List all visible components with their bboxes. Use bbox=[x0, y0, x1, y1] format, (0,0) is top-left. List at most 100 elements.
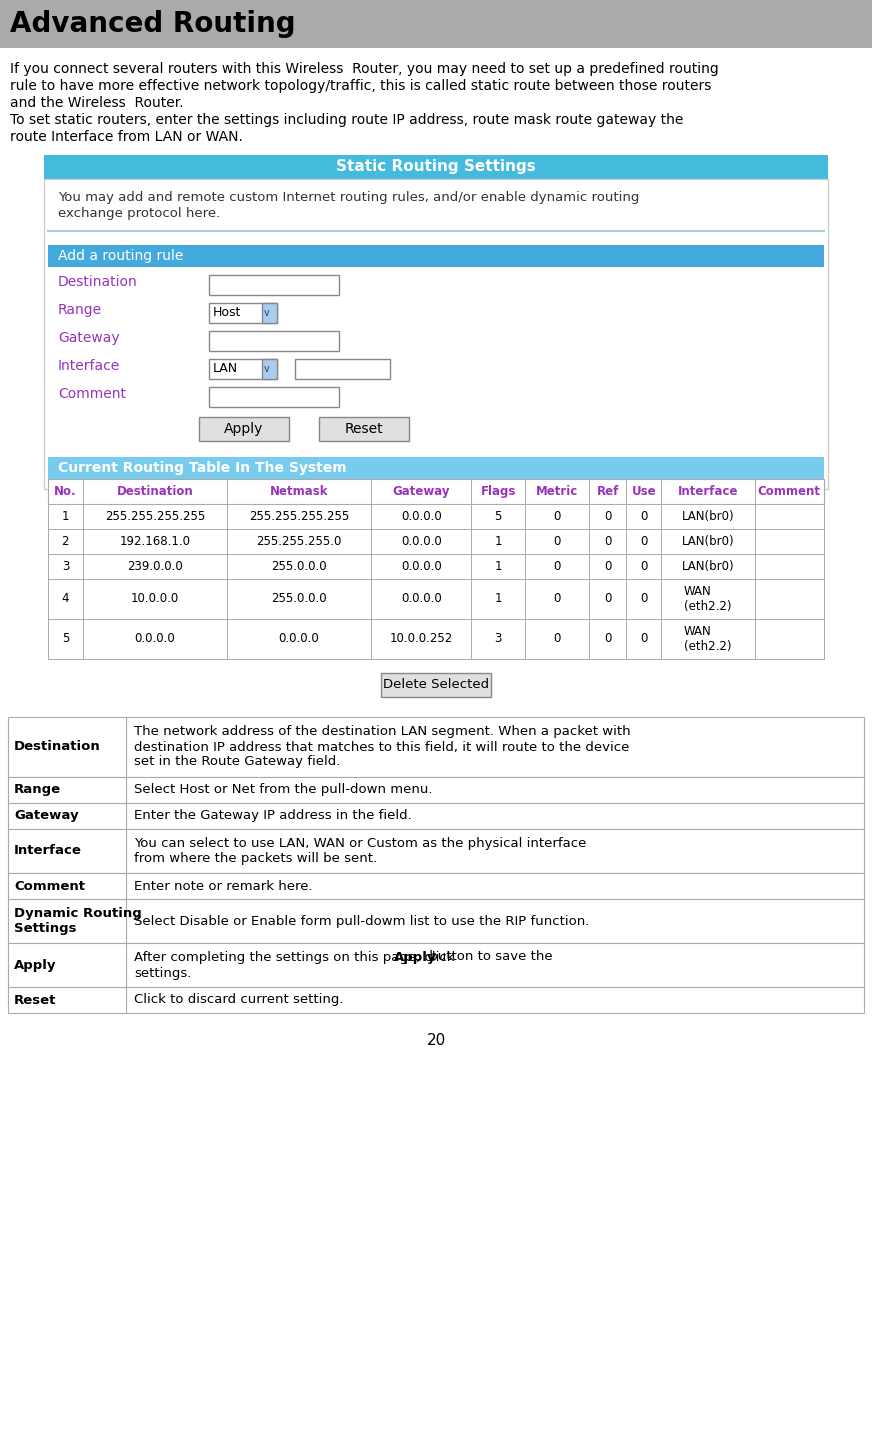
Text: LAN(br0): LAN(br0) bbox=[682, 560, 734, 573]
Text: 0: 0 bbox=[604, 632, 611, 645]
Text: Destination: Destination bbox=[117, 485, 194, 498]
Text: 255.255.255.0: 255.255.255.0 bbox=[256, 535, 342, 548]
Bar bbox=[48, 619, 824, 659]
Text: You can select to use LAN, WAN or Custom as the physical interface
from where th: You can select to use LAN, WAN or Custom… bbox=[134, 837, 586, 864]
Bar bbox=[209, 359, 277, 380]
Text: 0: 0 bbox=[604, 593, 611, 606]
Bar bbox=[199, 417, 289, 442]
Text: 0: 0 bbox=[640, 509, 647, 522]
Text: 0: 0 bbox=[553, 560, 561, 573]
Bar bbox=[262, 359, 277, 380]
Text: Enter note or remark here.: Enter note or remark here. bbox=[134, 879, 313, 893]
Text: Enter the Gateway IP address in the field.: Enter the Gateway IP address in the fiel… bbox=[134, 810, 412, 823]
Text: WAN
(eth2.2): WAN (eth2.2) bbox=[684, 625, 732, 654]
Text: Comment: Comment bbox=[14, 879, 85, 893]
Text: exchange protocol here.: exchange protocol here. bbox=[58, 206, 221, 219]
Text: 1: 1 bbox=[494, 535, 502, 548]
Text: Host: Host bbox=[213, 306, 242, 319]
Text: 255.255.255.255: 255.255.255.255 bbox=[249, 509, 349, 522]
Text: Range: Range bbox=[58, 303, 102, 317]
Text: 5: 5 bbox=[62, 632, 69, 645]
Text: 0: 0 bbox=[553, 535, 561, 548]
Text: 0.0.0.0: 0.0.0.0 bbox=[134, 632, 175, 645]
Bar bbox=[48, 479, 824, 504]
Bar bbox=[44, 154, 828, 179]
Bar bbox=[8, 987, 864, 1013]
Text: 0.0.0.0: 0.0.0.0 bbox=[401, 560, 442, 573]
Text: 1: 1 bbox=[62, 509, 69, 522]
Text: 0.0.0.0: 0.0.0.0 bbox=[401, 535, 442, 548]
Bar bbox=[0, 0, 872, 48]
Text: Select Host or Net from the pull-down menu.: Select Host or Net from the pull-down me… bbox=[134, 784, 433, 797]
Text: 3: 3 bbox=[62, 560, 69, 573]
Text: 2: 2 bbox=[62, 535, 69, 548]
Text: 1: 1 bbox=[494, 593, 502, 606]
Bar bbox=[8, 899, 864, 942]
Text: Gateway: Gateway bbox=[392, 485, 450, 498]
Bar bbox=[48, 554, 824, 579]
Bar bbox=[48, 530, 824, 554]
Text: button to save the: button to save the bbox=[425, 951, 553, 964]
Text: LAN: LAN bbox=[213, 362, 238, 375]
Text: Destination: Destination bbox=[14, 740, 101, 753]
Bar bbox=[319, 417, 409, 442]
Text: Use: Use bbox=[631, 485, 656, 498]
Text: No.: No. bbox=[54, 485, 77, 498]
Text: Apply: Apply bbox=[394, 951, 437, 964]
Text: Interface: Interface bbox=[14, 844, 82, 857]
Text: Ref: Ref bbox=[596, 485, 619, 498]
Text: 0: 0 bbox=[553, 632, 561, 645]
Text: Gateway: Gateway bbox=[58, 330, 119, 345]
Text: 0: 0 bbox=[640, 535, 647, 548]
Text: Add a routing rule: Add a routing rule bbox=[58, 250, 183, 263]
Text: 0: 0 bbox=[604, 535, 611, 548]
Text: 0: 0 bbox=[640, 632, 647, 645]
Text: The network address of the destination LAN segment. When a packet with
destinati: The network address of the destination L… bbox=[134, 726, 630, 769]
Text: 0: 0 bbox=[553, 593, 561, 606]
Text: You may add and remote custom Internet routing rules, and/or enable dynamic rout: You may add and remote custom Internet r… bbox=[58, 190, 639, 203]
Text: rule to have more effective network topology/traffic, this is called static rout: rule to have more effective network topo… bbox=[10, 79, 712, 92]
Text: 255.0.0.0: 255.0.0.0 bbox=[271, 593, 327, 606]
Bar bbox=[8, 717, 864, 776]
Text: route Interface from LAN or WAN.: route Interface from LAN or WAN. bbox=[10, 130, 243, 144]
Text: 10.0.0.252: 10.0.0.252 bbox=[390, 632, 453, 645]
Bar bbox=[8, 942, 864, 987]
Text: LAN(br0): LAN(br0) bbox=[682, 509, 734, 522]
Text: Range: Range bbox=[14, 784, 61, 797]
Text: Metric: Metric bbox=[535, 485, 578, 498]
Text: Interface: Interface bbox=[678, 485, 738, 498]
Text: Gateway: Gateway bbox=[14, 810, 78, 823]
Text: Comment: Comment bbox=[58, 387, 126, 401]
Text: Delete Selected: Delete Selected bbox=[383, 678, 489, 691]
Bar bbox=[48, 457, 824, 479]
Bar bbox=[8, 776, 864, 802]
Text: and the Wireless  Router.: and the Wireless Router. bbox=[10, 97, 184, 110]
Bar bbox=[209, 303, 277, 323]
Text: 0: 0 bbox=[640, 593, 647, 606]
Text: settings.: settings. bbox=[134, 967, 191, 980]
Text: Destination: Destination bbox=[58, 276, 138, 289]
Text: 0.0.0.0: 0.0.0.0 bbox=[401, 509, 442, 522]
Text: Reset: Reset bbox=[344, 421, 384, 436]
Bar bbox=[381, 672, 491, 697]
Bar bbox=[8, 828, 864, 873]
Text: v: v bbox=[264, 364, 269, 374]
Text: 0.0.0.0: 0.0.0.0 bbox=[279, 632, 319, 645]
Text: Comment: Comment bbox=[758, 485, 821, 498]
Text: WAN
(eth2.2): WAN (eth2.2) bbox=[684, 584, 732, 613]
Text: Static Routing Settings: Static Routing Settings bbox=[336, 160, 536, 175]
Text: Click to discard current setting.: Click to discard current setting. bbox=[134, 993, 344, 1007]
Text: Reset: Reset bbox=[14, 993, 57, 1007]
Text: Dynamic Routing
Settings: Dynamic Routing Settings bbox=[14, 908, 142, 935]
Text: 4: 4 bbox=[62, 593, 69, 606]
Text: 0: 0 bbox=[640, 560, 647, 573]
Bar bbox=[8, 873, 864, 899]
Bar bbox=[8, 802, 864, 828]
Bar bbox=[262, 303, 277, 323]
Text: 20: 20 bbox=[426, 1033, 446, 1048]
Bar bbox=[209, 330, 339, 351]
Text: 192.168.1.0: 192.168.1.0 bbox=[119, 535, 190, 548]
Bar bbox=[44, 179, 828, 489]
Text: 0: 0 bbox=[553, 509, 561, 522]
Text: After completing the settings on this page, click: After completing the settings on this pa… bbox=[134, 951, 459, 964]
